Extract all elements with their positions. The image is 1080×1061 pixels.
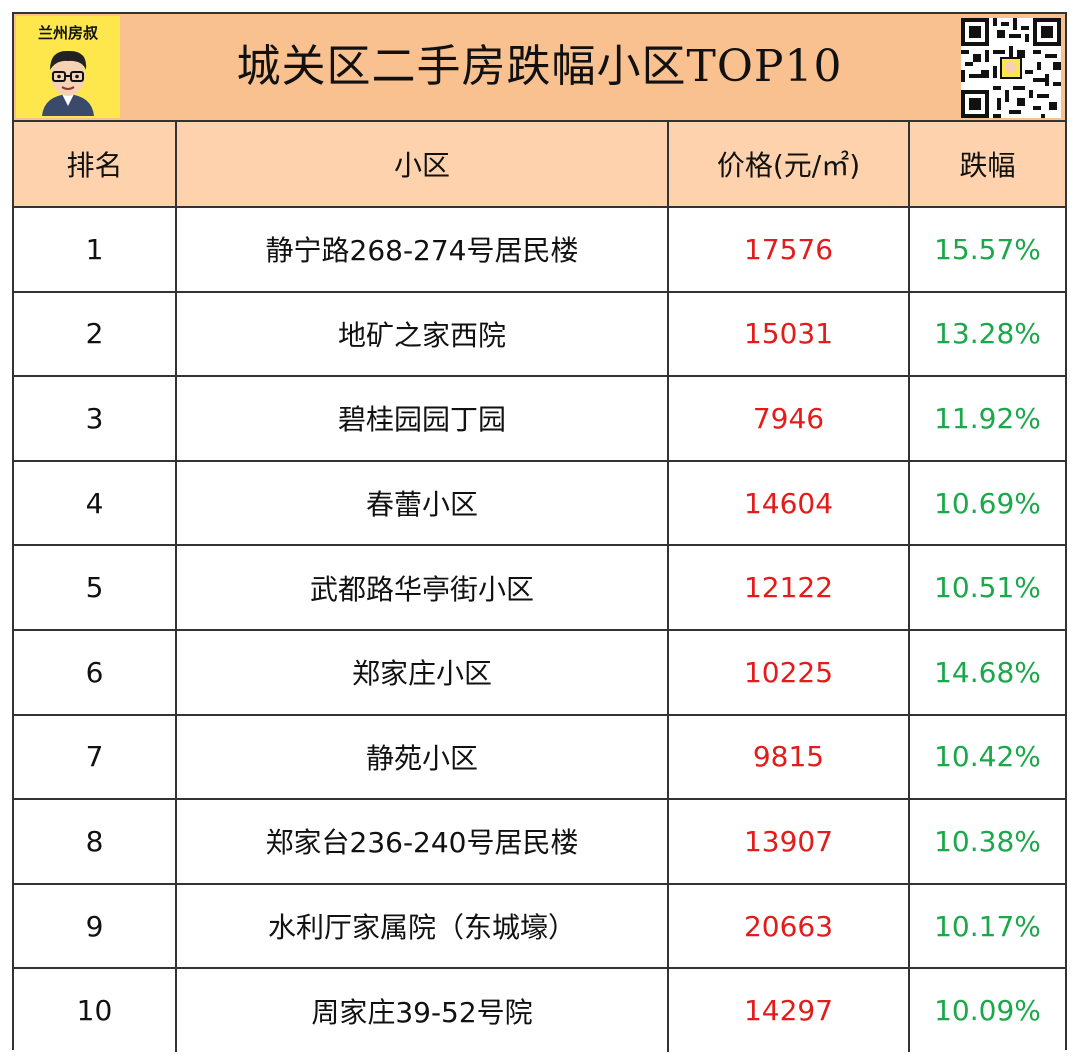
column-header-rank: 排名: [14, 122, 177, 208]
table-row: 3 碧桂园园丁园 7946 11.92%: [14, 375, 1065, 462]
community-cell: 郑家台236-240号居民楼: [175, 798, 669, 885]
drop-cell: 15.57%: [908, 206, 1065, 293]
rank-cell: 8: [14, 798, 177, 885]
community-cell: 静宁路268-274号居民楼: [175, 206, 669, 293]
page-title: 城关区二手房跌幅小区TOP10: [236, 41, 843, 92]
table-header-row: 排名 小区 价格(元/㎡) 跌幅: [14, 122, 1065, 208]
rank-cell: 6: [14, 628, 177, 716]
rank-cell: 1: [14, 206, 177, 293]
table-row: 5 武都路华亭街小区 12122 10.51%: [14, 544, 1065, 631]
rank-cell: 2: [14, 290, 177, 378]
qr-code: [961, 18, 1061, 118]
rank-cell: 7: [14, 713, 177, 801]
title-bar: 兰州房叔 城关区二手房跌幅小区TOP10: [14, 14, 1065, 122]
logo-text: 兰州房叔: [37, 24, 98, 42]
price-cell: 20663: [667, 882, 910, 970]
cartoon-avatar-icon: [42, 50, 94, 116]
rank-cell: 9: [14, 882, 177, 970]
price-cell: 14604: [667, 459, 910, 547]
drop-cell: 10.38%: [908, 798, 1065, 885]
drop-cell: 10.17%: [908, 882, 1065, 970]
ranking-table: 排名 小区 价格(元/㎡) 跌幅 1 静宁路268-274号居民楼 17576 …: [14, 122, 1065, 1052]
drop-cell: 10.69%: [908, 459, 1065, 547]
table-row: 2 地矿之家西院 15031 13.28%: [14, 290, 1065, 378]
table-row: 4 春蕾小区 14604 10.69%: [14, 459, 1065, 547]
community-cell: 春蕾小区: [175, 459, 669, 547]
drop-cell: 14.68%: [908, 628, 1065, 716]
table-row: 1 静宁路268-274号居民楼 17576 15.57%: [14, 206, 1065, 293]
price-cell: 14297: [667, 967, 910, 1052]
rank-cell: 10: [14, 967, 177, 1052]
qr-code-icon: [961, 18, 1061, 118]
ranking-sheet: 兰州房叔 城关区二手房跌幅小区TOP10: [12, 12, 1067, 1052]
table-row: 8 郑家台236-240号居民楼 13907 10.38%: [14, 798, 1065, 885]
table-row: 6 郑家庄小区 10225 14.68%: [14, 628, 1065, 716]
brand-logo: 兰州房叔: [16, 16, 120, 118]
rank-cell: 4: [14, 459, 177, 547]
community-cell: 武都路华亭街小区: [175, 544, 669, 631]
drop-cell: 11.92%: [908, 375, 1065, 462]
community-cell: 静苑小区: [175, 713, 669, 801]
drop-cell: 13.28%: [908, 290, 1065, 378]
rank-cell: 5: [14, 544, 177, 631]
column-header-drop: 跌幅: [908, 122, 1065, 208]
price-cell: 17576: [667, 206, 910, 293]
price-cell: 7946: [667, 375, 910, 462]
community-cell: 地矿之家西院: [175, 290, 669, 378]
community-cell: 水利厅家属院（东城壕）: [175, 882, 669, 970]
community-cell: 周家庄39-52号院: [175, 967, 669, 1052]
column-header-community: 小区: [175, 122, 669, 208]
price-cell: 13907: [667, 798, 910, 885]
table-row: 9 水利厅家属院（东城壕） 20663 10.17%: [14, 882, 1065, 970]
price-cell: 10225: [667, 628, 910, 716]
table-row: 7 静苑小区 9815 10.42%: [14, 713, 1065, 801]
rank-cell: 3: [14, 375, 177, 462]
price-cell: 15031: [667, 290, 910, 378]
price-cell: 12122: [667, 544, 910, 631]
drop-cell: 10.51%: [908, 544, 1065, 631]
community-cell: 碧桂园园丁园: [175, 375, 669, 462]
drop-cell: 10.42%: [908, 713, 1065, 801]
community-cell: 郑家庄小区: [175, 628, 669, 716]
drop-cell: 10.09%: [908, 967, 1065, 1052]
column-header-price: 价格(元/㎡): [667, 122, 910, 208]
table-row: 10 周家庄39-52号院 14297 10.09%: [14, 967, 1065, 1052]
price-cell: 9815: [667, 713, 910, 801]
